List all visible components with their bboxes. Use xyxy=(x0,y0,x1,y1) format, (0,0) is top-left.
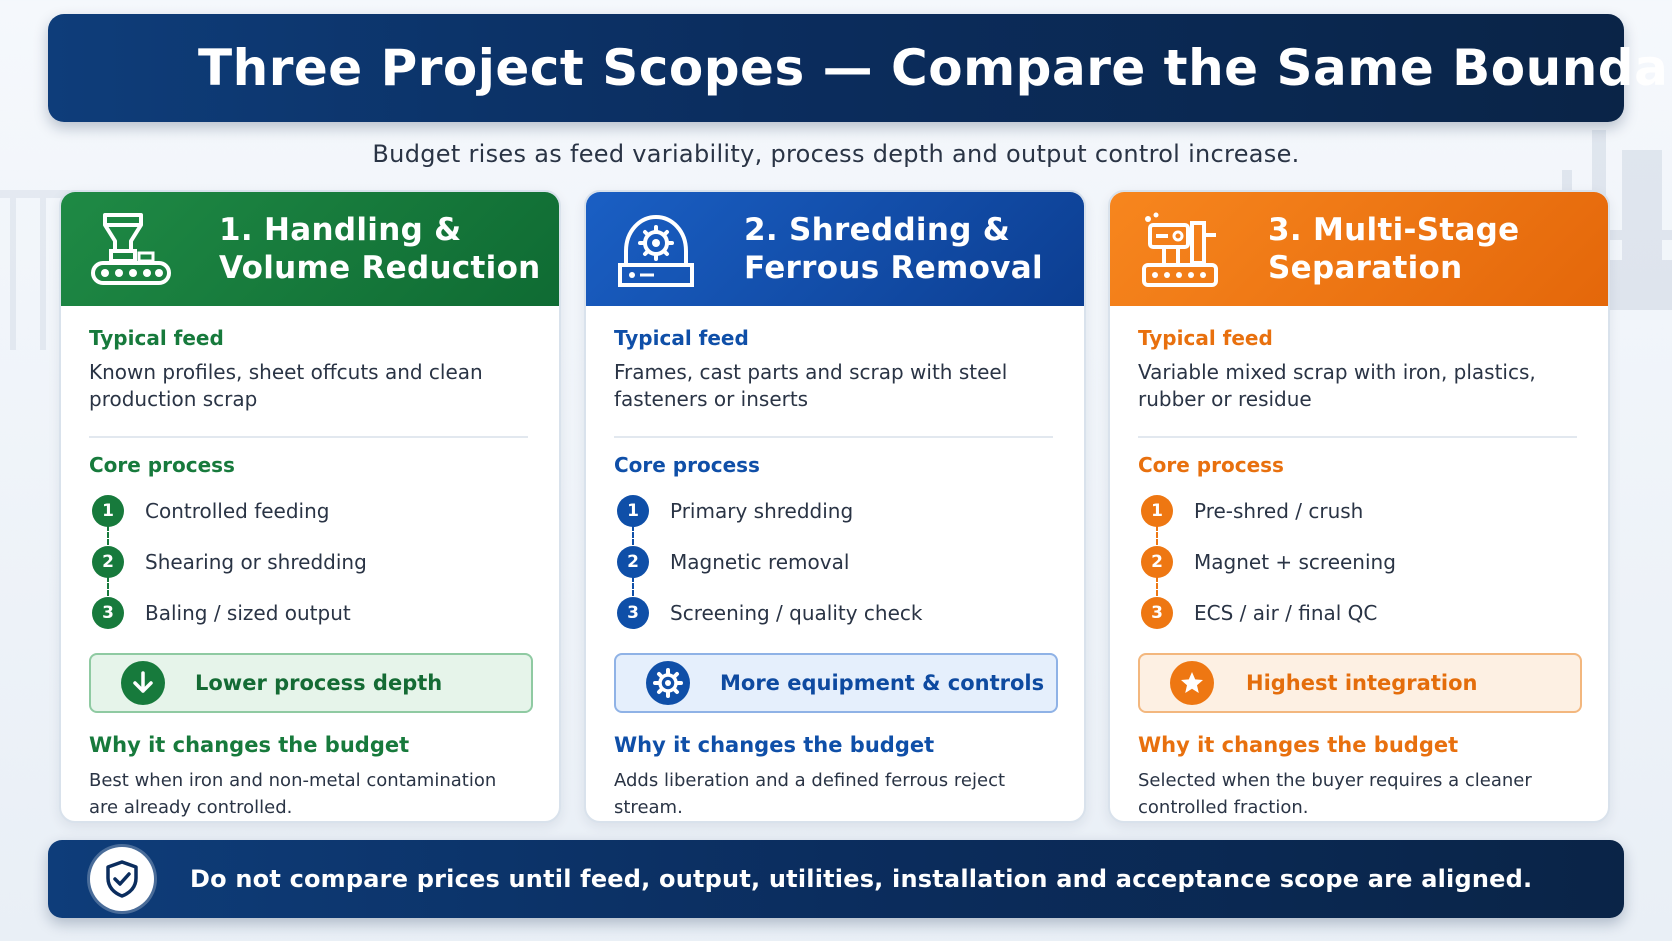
card-header: 1. Handling & Volume Reduction xyxy=(61,192,559,306)
gear-icon xyxy=(646,661,690,705)
process-steps: 1 Pre-shred / crush 2 Magnet + screening… xyxy=(1138,485,1580,638)
typical-feed-label: Typical feed xyxy=(1138,326,1273,350)
process-step: 1 Primary shredding xyxy=(614,485,1056,545)
why-budget-label: Why it changes the budget xyxy=(614,733,935,757)
industrial-background-decoration-left xyxy=(0,190,70,350)
arrow-down-icon xyxy=(121,661,165,705)
scope-card-shredding: 2. Shredding & Ferrous Removal Typical f… xyxy=(584,190,1086,823)
process-step: 3 ECS / air / final QC xyxy=(1138,587,1580,638)
typical-feed-text: Variable mixed scrap with iron, plastics… xyxy=(1138,360,1536,411)
core-process-label: Core process xyxy=(89,453,235,477)
process-step: 3 Baling / sized output xyxy=(89,587,531,638)
why-budget-text: Adds liberation and a defined ferrous re… xyxy=(614,770,1006,818)
card-title: 3. Multi-Stage Separation xyxy=(1268,212,1520,286)
footer-banner: Do not compare prices until feed, output… xyxy=(48,840,1624,918)
scope-card-separation: 3. Multi-Stage Separation Typical feed V… xyxy=(1108,190,1610,823)
shield-check-icon xyxy=(90,847,154,911)
core-process-label: Core process xyxy=(1138,453,1284,477)
card-title: 1. Handling & Volume Reduction xyxy=(219,212,541,286)
card-header: 2. Shredding & Ferrous Removal xyxy=(586,192,1084,306)
process-step: 1 Pre-shred / crush xyxy=(1138,485,1580,545)
conveyor-hopper-icon xyxy=(91,213,171,285)
process-steps: 1 Controlled feeding 2 Shearing or shred… xyxy=(89,485,531,638)
why-budget-label: Why it changes the budget xyxy=(89,733,410,757)
process-step: 1 Controlled feeding xyxy=(89,485,531,545)
process-depth-badge: Lower process depth xyxy=(89,653,533,713)
page-title: Three Project Scopes — Compare the Same … xyxy=(198,39,1672,97)
divider xyxy=(1138,436,1577,438)
page-subtitle: Budget rises as feed variability, proces… xyxy=(372,140,1300,168)
scope-card-handling: 1. Handling & Volume Reduction Typical f… xyxy=(59,190,561,823)
process-step: 2 Shearing or shredding xyxy=(89,536,531,596)
process-step: 2 Magnet + screening xyxy=(1138,536,1580,596)
card-title: 2. Shredding & Ferrous Removal xyxy=(744,212,1043,286)
typical-feed-text: Frames, cast parts and scrap with steel … xyxy=(614,360,1008,411)
divider xyxy=(89,436,528,438)
shredder-gear-icon xyxy=(618,214,694,287)
separation-line-icon xyxy=(1142,212,1218,287)
footer-note: Do not compare prices until feed, output… xyxy=(190,865,1533,893)
why-budget-text: Selected when the buyer requires a clean… xyxy=(1138,770,1532,818)
core-process-label: Core process xyxy=(614,453,760,477)
why-budget-text: Best when iron and non-metal contaminati… xyxy=(89,770,497,818)
title-banner: Three Project Scopes — Compare the Same … xyxy=(48,14,1672,122)
typical-feed-label: Typical feed xyxy=(89,326,224,350)
typical-feed-label: Typical feed xyxy=(614,326,749,350)
process-steps: 1 Primary shredding 2 Magnetic removal 3… xyxy=(614,485,1056,638)
integration-badge: Highest integration xyxy=(1138,653,1582,713)
process-step: 3 Screening / quality check xyxy=(614,587,1056,638)
divider xyxy=(614,436,1053,438)
process-step: 2 Magnetic removal xyxy=(614,536,1056,596)
equipment-controls-badge: More equipment & controls xyxy=(614,653,1058,713)
why-budget-label: Why it changes the budget xyxy=(1138,733,1459,757)
card-header: 3. Multi-Stage Separation xyxy=(1110,192,1608,306)
typical-feed-text: Known profiles, sheet offcuts and clean … xyxy=(89,360,483,411)
star-icon xyxy=(1170,661,1214,705)
